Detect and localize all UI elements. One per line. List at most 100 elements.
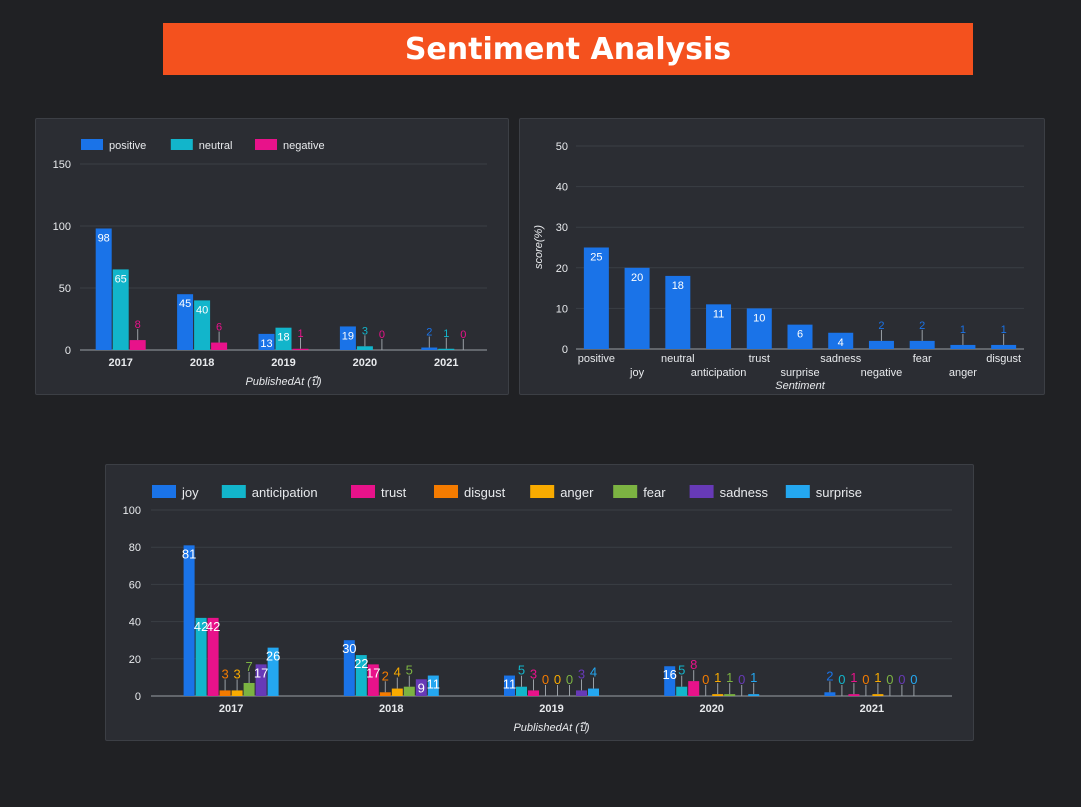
x-tick-label: 2019: [539, 703, 563, 715]
y-tick-label: 0: [65, 345, 71, 357]
x-tick-label: disgust: [986, 353, 1021, 365]
title-banner: Sentiment Analysis: [163, 23, 973, 75]
data-label: 5: [518, 663, 525, 678]
data-label: 0: [566, 672, 573, 687]
bar-trust-2017: [207, 617, 219, 696]
data-label: 22: [354, 656, 368, 671]
x-tick-label: 2021: [860, 703, 884, 715]
bar-anger-2020: [712, 694, 724, 696]
y-tick-label: 50: [59, 283, 71, 295]
x-tick-label: positive: [578, 353, 615, 365]
data-label: 4: [838, 337, 844, 349]
bar-neutral-2020: [356, 346, 373, 350]
bar-fear: [909, 340, 935, 349]
data-label: 5: [406, 663, 413, 678]
bar-positive-2021: [421, 347, 438, 350]
data-label: 0: [838, 672, 845, 687]
data-label: 98: [98, 232, 110, 244]
x-tick-label: 2019: [271, 357, 295, 369]
data-label: 19: [342, 330, 354, 342]
bar-sadness-2017: [255, 664, 267, 696]
data-label: 3: [221, 666, 228, 681]
data-label: 2: [382, 668, 389, 683]
data-label: 1: [297, 328, 303, 340]
bar-neutral-2018: [194, 300, 211, 350]
legend-swatch-anger: [530, 485, 555, 498]
x-tick-label: sadness: [820, 353, 861, 365]
data-label: 18: [277, 332, 289, 344]
data-label: 25: [590, 252, 602, 264]
bar-trust-2019: [528, 690, 539, 696]
data-label: 1: [750, 670, 757, 685]
data-label: 18: [672, 280, 684, 292]
data-label: 0: [379, 329, 385, 341]
legend-label-trust: trust: [381, 485, 407, 500]
x-tick-label: neutral: [661, 353, 695, 365]
data-label: 45: [179, 298, 191, 310]
data-label: 0: [738, 672, 745, 687]
bar-anger-2017: [231, 690, 243, 696]
data-label: 13: [260, 338, 272, 350]
data-label: 0: [460, 329, 466, 341]
bar-disgust: [991, 344, 1017, 349]
data-label: 8: [135, 319, 141, 331]
data-label: 17: [254, 665, 268, 680]
y-tick-label: 50: [556, 141, 568, 153]
y-tick-label: 10: [556, 303, 568, 315]
x-tick-label: 2017: [108, 357, 132, 369]
y-tick-label: 100: [53, 221, 71, 233]
y-tick-label: 80: [129, 542, 141, 554]
legend-swatch-anticipation: [221, 485, 246, 498]
data-label: 8: [690, 657, 697, 672]
bar-negative-2019: [292, 348, 309, 350]
legend-label-negative: negative: [283, 140, 325, 152]
y-tick-label: 0: [135, 691, 141, 703]
legend-label-neutral: neutral: [199, 140, 233, 152]
data-label: 16: [662, 667, 676, 682]
bar-negative: [868, 340, 894, 349]
bar-sadness: [828, 332, 854, 349]
data-label: 1: [874, 670, 881, 685]
page-title: Sentiment Analysis: [404, 31, 732, 67]
legend-label-anger: anger: [560, 485, 594, 500]
legend-swatch-positive: [81, 139, 103, 150]
bar-neutral-2019: [275, 327, 292, 350]
bar-sadness-2019: [576, 690, 587, 696]
bar-neutral: [665, 275, 691, 349]
data-label: 5: [678, 663, 685, 678]
data-label: 1: [443, 328, 449, 340]
legend-label-anticipation: anticipation: [252, 485, 318, 500]
y-tick-label: 60: [129, 579, 141, 591]
data-label: 17: [366, 665, 380, 680]
bar-anger-2018: [391, 688, 403, 696]
data-label: 9: [418, 680, 425, 695]
bar-surprise-2017: [267, 647, 279, 696]
data-label: 0: [542, 672, 549, 687]
x-tick-label: 2020: [353, 357, 377, 369]
legend-swatch-neutral: [170, 139, 193, 150]
bar-joy-2020: [664, 666, 676, 696]
data-label: 6: [797, 329, 803, 341]
data-label: 2: [426, 327, 432, 339]
y-tick-label: 30: [556, 222, 568, 234]
emotion-score-panel: 0 10 20 30 40 50 25 positive 20 joy 18 neutral 11 ant…: [519, 118, 1045, 395]
x-tick-label: negative: [861, 367, 903, 379]
legend-swatch-fear: [613, 485, 638, 498]
data-label: 11: [503, 677, 517, 692]
data-label: 26: [266, 649, 280, 664]
y-tick-label: 20: [129, 654, 141, 666]
data-label: 4: [394, 665, 401, 680]
bar-disgust-2017: [219, 690, 231, 696]
data-label: 7: [245, 659, 252, 674]
x-axis-title: PublishedAt (ปี): [513, 721, 589, 734]
legend-swatch-sadness: [689, 485, 714, 498]
bar-sadness-2018: [415, 679, 427, 696]
bar-anticipation-2018: [355, 655, 367, 696]
bar-anticipation: [706, 304, 732, 349]
bar-surprise-2019: [588, 688, 599, 696]
sentiment-by-year-panel: 0 50 100 150 2017 98 65 8 2018 45 40 6 2019 13 18 1 2020…: [35, 118, 509, 395]
x-tick-label: anger: [949, 367, 977, 379]
bar-positive-2018: [177, 294, 194, 350]
